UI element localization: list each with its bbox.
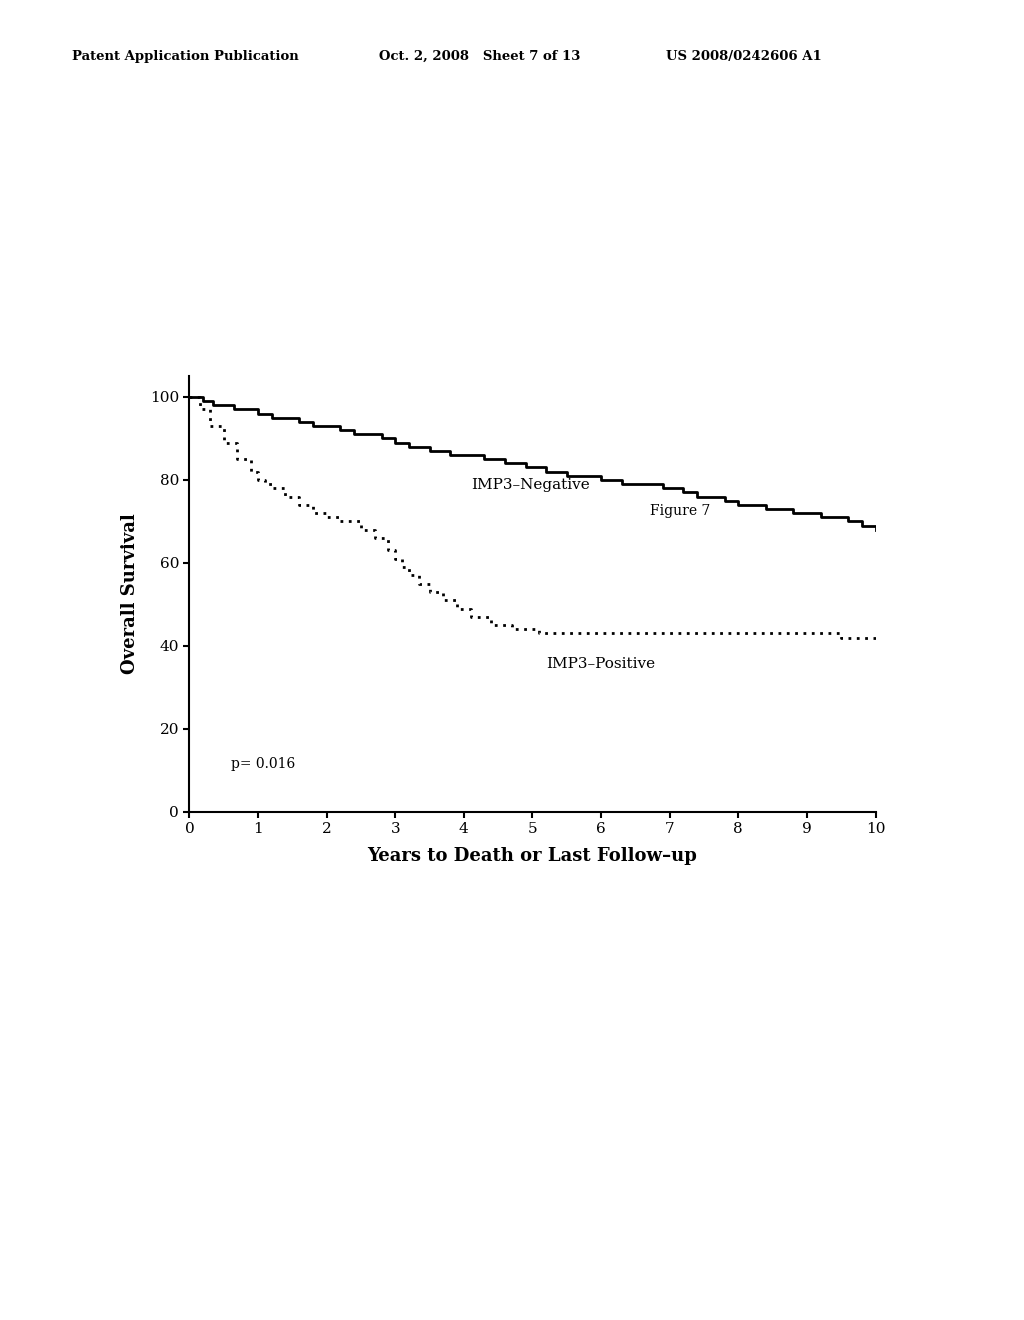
Text: Patent Application Publication: Patent Application Publication <box>72 50 298 63</box>
Text: Oct. 2, 2008   Sheet 7 of 13: Oct. 2, 2008 Sheet 7 of 13 <box>379 50 581 63</box>
Text: IMP3–Positive: IMP3–Positive <box>546 656 655 671</box>
Text: p= 0.016: p= 0.016 <box>230 756 295 771</box>
Y-axis label: Overall Survival: Overall Survival <box>121 513 138 675</box>
Text: US 2008/0242606 A1: US 2008/0242606 A1 <box>666 50 821 63</box>
X-axis label: Years to Death or Last Follow–up: Years to Death or Last Follow–up <box>368 847 697 866</box>
Text: Figure 7: Figure 7 <box>650 504 711 519</box>
Text: IMP3–Negative: IMP3–Negative <box>471 478 590 492</box>
